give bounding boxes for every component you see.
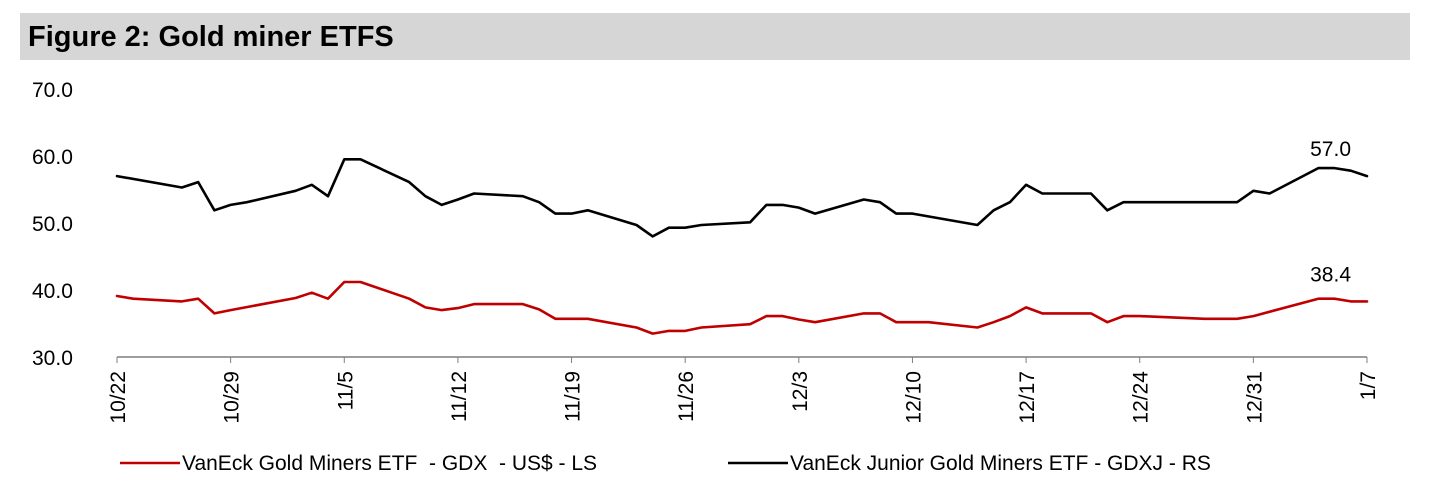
y-tick-label: 50.0 (32, 213, 73, 236)
x-tick-label: 12/17 (1016, 371, 1039, 424)
legend-gdxj-label: VanEck Junior Gold Miners ETF - GDXJ - R… (790, 452, 1211, 475)
gdxj-end-label: 57.0 (1310, 138, 1351, 161)
x-tick-label: 12/3 (789, 371, 812, 412)
y-tick-label: 40.0 (32, 280, 73, 303)
x-tick-label: 11/12 (448, 371, 471, 422)
y-tick-label: 70.0 (32, 79, 73, 102)
figure-title-bar: Figure 2: Gold miner ETFS (20, 13, 1410, 60)
x-tick-label: 11/19 (562, 371, 585, 422)
x-tick-label: 11/5 (334, 371, 357, 410)
x-tick-label: 10/29 (221, 371, 244, 424)
gdx-series-line (115, 280, 1369, 335)
gdxj-series-line (115, 158, 1369, 238)
x-tick-label: 12/24 (1130, 371, 1153, 424)
y-tick-label: 60.0 (32, 146, 73, 169)
gdx-end-label: 38.4 (1310, 263, 1351, 286)
x-tick-label: 12/10 (902, 371, 925, 424)
x-tick-label: 12/31 (1243, 371, 1266, 424)
figure-title: Figure 2: Gold miner ETFS (28, 21, 394, 53)
y-tick-label: 30.0 (32, 347, 73, 370)
x-tick-label: 11/26 (675, 371, 698, 422)
legend-gdx-label: VanEck Gold Miners ETF - GDX - US$ - LS (182, 452, 597, 475)
x-tick-label: 1/7 (1357, 371, 1380, 400)
x-tick-label: 10/22 (107, 371, 130, 424)
